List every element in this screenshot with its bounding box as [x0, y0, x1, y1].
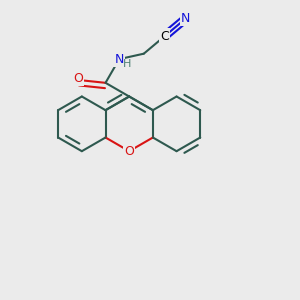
Text: N: N [115, 52, 124, 66]
Text: H: H [122, 59, 131, 70]
Text: O: O [73, 72, 83, 85]
Text: C: C [160, 30, 169, 43]
Text: N: N [181, 12, 190, 25]
Text: O: O [124, 145, 134, 158]
